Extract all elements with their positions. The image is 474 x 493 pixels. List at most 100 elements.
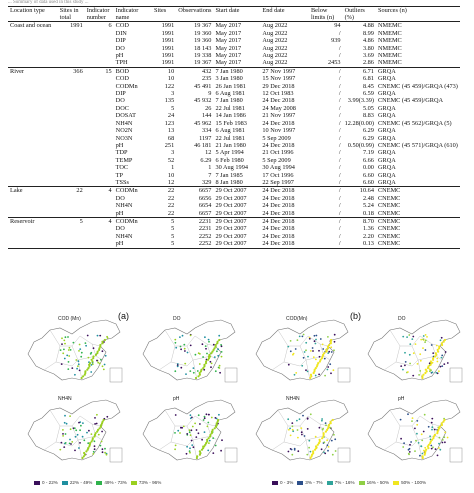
cell-below-limits: / [338, 232, 341, 240]
cell-indicator-number [85, 75, 114, 82]
site-dot [80, 355, 83, 358]
site-dot [322, 348, 325, 350]
cell-outliers: 6.60 [362, 178, 374, 186]
site-dot [210, 366, 212, 369]
cell-indicator-number [85, 45, 114, 52]
coastal-site-dot [315, 447, 318, 450]
table-row: TDP 3 12 5 Apr 1994 21 Oct 1996 / 7.19 GRQA [8, 149, 460, 156]
site-dot [67, 368, 70, 370]
site-dot [435, 371, 438, 374]
site-dot [402, 368, 404, 371]
site-dot [287, 418, 290, 421]
cell-end-date: 24 Dec 2018 [262, 225, 295, 233]
coastal-site-dot [202, 367, 205, 370]
site-dot [431, 417, 434, 420]
site-dot [295, 372, 298, 374]
site-dot [62, 435, 64, 437]
site-dot [321, 343, 324, 346]
site-dot [174, 444, 177, 447]
site-dot [203, 368, 206, 371]
cell-location [8, 45, 58, 52]
site-dot [99, 444, 102, 447]
cell-outliers: 6.29 [362, 127, 374, 135]
cell-indicator-name: TEMP [115, 156, 133, 164]
site-dot [219, 371, 221, 374]
coastal-site-dot [88, 445, 91, 448]
site-dot [289, 427, 291, 430]
cell-outliers: 8.83 [362, 112, 374, 120]
table-body: Coast and ocean 1991 6 COD 1991 19 367 May 201… [8, 21, 460, 249]
site-dot [446, 436, 449, 439]
cell-location: Reservoir [8, 216, 58, 226]
cell-sources: GRQA [377, 156, 396, 164]
cell-sites-total [58, 202, 85, 209]
site-dot [192, 371, 195, 374]
site-dot [420, 338, 423, 341]
inset-box [449, 367, 463, 383]
cell-indicator-name: pH [115, 141, 124, 149]
cell-observations: 6654 [198, 202, 212, 210]
caption-fragment: ... Summary of data used in this study .… [8, 0, 89, 5]
site-dot [174, 370, 177, 373]
site-dot [78, 350, 80, 352]
cell-sites: 68 [167, 134, 175, 142]
coastal-site-dot [440, 422, 443, 425]
site-dot [409, 362, 411, 365]
cell-outliers: 4.86 [362, 37, 374, 45]
cell-outliers: 6.60 [362, 171, 374, 179]
coastal-site-dot [94, 432, 97, 435]
coastal-site-dot [327, 347, 330, 350]
site-dot [76, 367, 78, 370]
site-dot [407, 448, 410, 451]
coastal-site-dot [438, 345, 441, 348]
coastal-site-dot [198, 373, 201, 376]
cell-indicator-name: TPH [115, 59, 128, 67]
cell-sources: GRQA [377, 127, 396, 135]
site-dot [189, 447, 191, 450]
inset-box [109, 367, 123, 383]
site-dot [308, 439, 311, 442]
cell-start-date: 6 Feb 1980 [215, 156, 244, 164]
cell-outliers: 2.20 [362, 232, 374, 240]
cell-location [8, 59, 58, 67]
cell-start-date: 30 Aug 1994 [215, 164, 248, 172]
cell-location: Lake [8, 186, 58, 195]
cell-observations: 18 143 [194, 44, 212, 52]
panel-b-map: NH4N [248, 396, 358, 466]
site-dot [64, 336, 67, 339]
cell-end-date: 24 Dec 2018 [262, 209, 295, 217]
site-dot [300, 431, 303, 434]
legend-label: 73% - 96% [138, 480, 162, 485]
site-dot [300, 427, 303, 429]
inset-box [337, 447, 351, 463]
site-dot [88, 429, 90, 432]
table-row: DO 1991 18 143 May 2017 Aug 2022 / 3.80 NMEMC [8, 45, 460, 52]
coastal-site-dot [195, 456, 198, 460]
coastal-site-dot [424, 451, 427, 455]
cell-observations: 329 [202, 178, 212, 186]
coastal-site-dot [198, 453, 201, 456]
site-dot [427, 425, 430, 428]
table-row: pH 1991 19 338 May 2017 Aug 2022 / 3.69 NMEMC [8, 52, 460, 59]
site-dot [203, 431, 206, 433]
site-dot [408, 334, 411, 336]
site-dot [419, 359, 422, 362]
site-dot [74, 373, 76, 376]
site-dot [411, 417, 414, 419]
cell-sites: 22 [167, 209, 175, 217]
cell-sites-total [57, 240, 85, 249]
cell-sites-total: 22 [57, 186, 85, 195]
site-dot [70, 443, 72, 445]
site-dot [292, 430, 295, 433]
legend-swatch [326, 480, 333, 485]
site-dot [408, 451, 411, 453]
site-dot [77, 363, 80, 366]
legend-label: 50% - 100% [401, 480, 427, 485]
site-dot [440, 336, 443, 339]
col-below-limits: Below limits (n) [308, 5, 343, 23]
cell-start-date: 14 Jan 1986 [215, 112, 246, 120]
cell-sites: 10 [167, 75, 175, 83]
site-dot [416, 420, 419, 422]
legend-swatch [297, 480, 304, 485]
cell-indicator-number: 15 [84, 66, 114, 76]
